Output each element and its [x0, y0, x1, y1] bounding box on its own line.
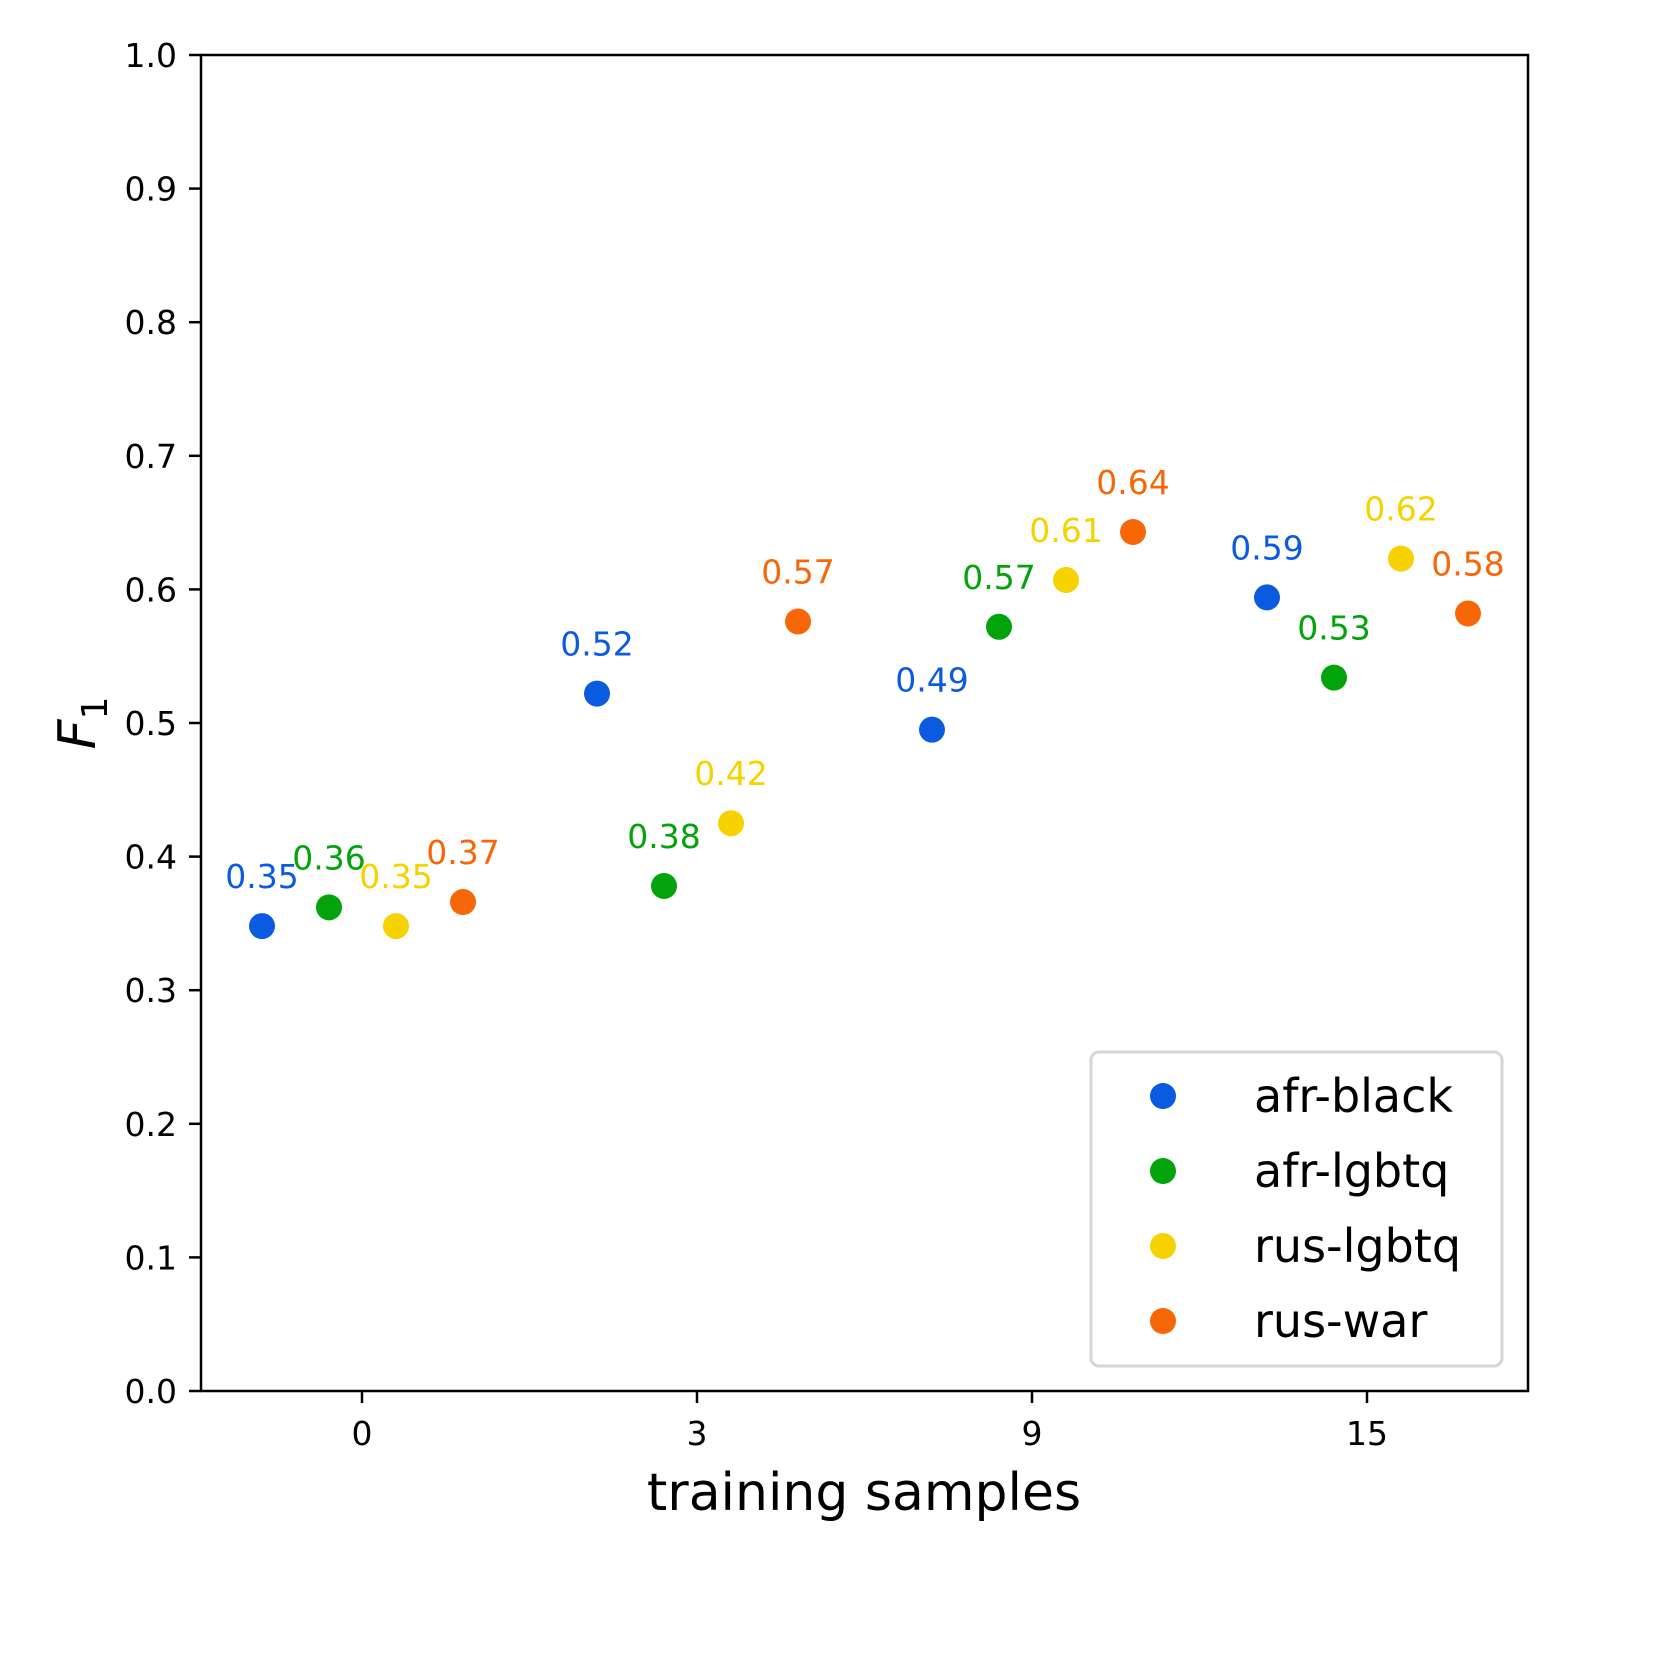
y-tick-label: 0.6	[125, 570, 177, 609]
y-axis-label-subscript: 1	[75, 697, 116, 720]
legend-marker-afr-lgbtq	[1150, 1158, 1176, 1184]
data-label-rus-war: 0.64	[1096, 463, 1169, 502]
y-tick-label: 0.5	[125, 704, 177, 743]
legend-marker-rus-lgbtq	[1150, 1233, 1176, 1259]
plot-frame	[199, 53, 1530, 1393]
data-point-rus-war	[450, 889, 476, 916]
data-label-rus-lgbtq: 0.42	[694, 754, 767, 793]
x-tick-label: 9	[1022, 1414, 1043, 1453]
y-axis-label-main: F	[48, 718, 108, 749]
y-tick-label: 0.3	[125, 971, 177, 1010]
legend-label: afr-lgbtq	[1254, 1144, 1449, 1198]
y-axis-ticks: 0.0 0.1 0.2 0.3 0.4 0.5 0.6 0.7 0.8 0.9 1.0	[125, 36, 201, 1411]
x-axis-label: training samples	[647, 1463, 1081, 1523]
data-point-rus-lgbtq	[383, 913, 409, 940]
data-label-afr-lgbtq: 0.36	[292, 838, 365, 877]
data-point-rus-war	[1455, 600, 1481, 627]
data-point-rus-war	[785, 608, 811, 635]
y-tick-label: 0.2	[125, 1105, 177, 1144]
y-tick-label: 0.1	[125, 1238, 177, 1277]
data-point-afr-black	[249, 913, 275, 940]
data-label-afr-lgbtq: 0.57	[962, 558, 1035, 597]
data-point-afr-black	[919, 716, 945, 743]
data-points: 0.35 0.52 0.49 0.59 0.36 0.38 0.57 0.53 0.35 0.42…	[225, 463, 1505, 940]
data-point-afr-lgbtq	[316, 894, 342, 921]
x-tick-label: 3	[687, 1414, 708, 1453]
y-tick-label: 1.0	[125, 36, 177, 75]
data-label-rus-war: 0.58	[1431, 544, 1504, 583]
y-tick-label: 0.0	[125, 1372, 177, 1411]
data-label-afr-black: 0.52	[560, 625, 633, 664]
x-axis-ticks: 0 3 9 15	[352, 1391, 1388, 1453]
legend-marker-afr-black	[1150, 1083, 1176, 1109]
data-label-afr-lgbtq: 0.53	[1297, 609, 1370, 648]
data-point-afr-black	[1254, 584, 1280, 611]
data-label-afr-black: 0.59	[1230, 528, 1303, 567]
data-point-rus-lgbtq	[1388, 545, 1414, 572]
data-point-rus-lgbtq	[1053, 567, 1079, 594]
legend-box	[1089, 1050, 1504, 1368]
data-label-rus-war: 0.57	[761, 552, 834, 591]
data-point-afr-black	[584, 680, 610, 707]
data-label-afr-lgbtq: 0.38	[627, 817, 700, 856]
x-tick-label: 0	[352, 1414, 373, 1453]
legend-label: rus-lgbtq	[1254, 1219, 1461, 1273]
legend: afr-black afr-lgbtq rus-lgbtq rus-war	[1089, 1050, 1504, 1368]
data-label-rus-war: 0.37	[426, 833, 499, 872]
data-point-afr-lgbtq	[1321, 664, 1347, 691]
legend-label: rus-war	[1254, 1294, 1427, 1348]
data-point-rus-lgbtq	[718, 810, 744, 837]
y-tick-label: 0.8	[125, 303, 177, 342]
data-label-rus-lgbtq: 0.61	[1029, 511, 1102, 550]
x-tick-label: 15	[1346, 1414, 1388, 1453]
data-label-rus-lgbtq: 0.35	[359, 857, 432, 896]
legend-label: afr-black	[1254, 1069, 1453, 1123]
data-label-afr-black: 0.35	[225, 857, 298, 896]
legend-marker-rus-war	[1150, 1308, 1176, 1334]
data-point-afr-lgbtq	[986, 613, 1012, 640]
y-axis-label-group: F1	[48, 697, 116, 750]
data-label-afr-black: 0.49	[895, 661, 968, 700]
y-axis-label: F1	[48, 697, 116, 750]
data-point-afr-lgbtq	[651, 872, 677, 899]
y-tick-label: 0.7	[125, 437, 177, 476]
data-label-rus-lgbtq: 0.62	[1364, 490, 1437, 529]
y-tick-label: 0.9	[125, 170, 177, 209]
data-point-rus-war	[1120, 518, 1146, 545]
y-tick-label: 0.4	[125, 838, 177, 877]
